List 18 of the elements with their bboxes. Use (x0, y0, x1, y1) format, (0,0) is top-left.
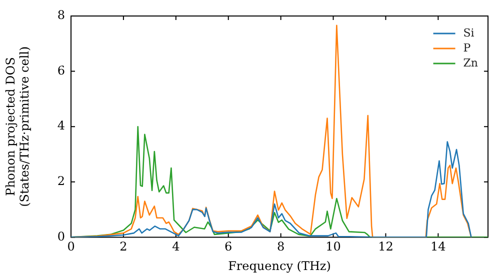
x-tick-label: 12 (378, 240, 394, 254)
x-tick-label: 2 (120, 240, 128, 254)
y-tick-label: 2 (57, 174, 65, 188)
y-tick-label: 4 (57, 118, 66, 133)
x-tick-label: 4 (172, 240, 180, 254)
legend-label: P (463, 41, 472, 54)
legend-label: Si (463, 26, 475, 40)
legend-label: Zn (463, 56, 478, 70)
x-tick-label: 6 (224, 240, 232, 254)
y-tick-label: 6 (57, 63, 65, 78)
x-tick-label: 14 (430, 240, 446, 254)
y-tick-label: 8 (57, 8, 65, 22)
x-tick-label: 0 (67, 240, 75, 254)
y-tick-label: 0 (57, 229, 65, 244)
x-tick-label: 10 (326, 240, 341, 254)
x-axis-title: Frequency (THz) (228, 258, 331, 273)
y-axis-title: Phonon projected DOS (States/THz·primitive cell) (3, 46, 32, 207)
x-tick-label: 8 (276, 240, 285, 254)
